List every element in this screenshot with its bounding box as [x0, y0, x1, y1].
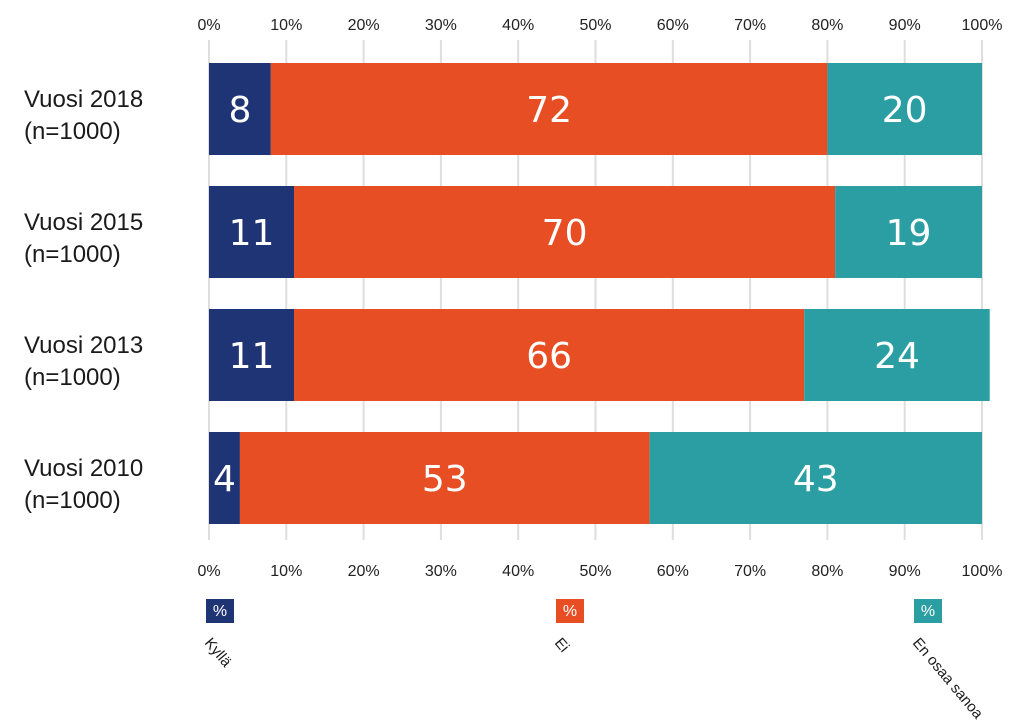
data-label: 20: [882, 90, 928, 131]
legend-swatch-symbol: %: [213, 603, 227, 620]
bar-segment: [270, 63, 828, 155]
bar-segment: [294, 309, 805, 401]
category-label: Vuosi 2013 (n=1000): [24, 332, 143, 391]
x-tick-label-bottom: 40%: [502, 563, 534, 580]
bar-segment: [827, 63, 982, 155]
legend-item: % Kyllä: [201, 599, 235, 671]
bar-segment: [209, 432, 240, 524]
category-label: Vuosi 2010 (n=1000): [24, 455, 143, 514]
legend-label: En osaa sanoa: [909, 635, 987, 723]
legend-item: % En osaa sanoa: [909, 599, 987, 723]
category-label: Vuosi 2015 (n=1000): [24, 209, 143, 268]
legend-item: % Ei: [551, 599, 584, 656]
legend-swatch-symbol: %: [563, 603, 577, 620]
x-axis-top-ticks: 0% 10% 20% 30% 40% 50% 60% 70% 80% 90% 100%: [197, 17, 1002, 34]
legend-swatch: [556, 599, 584, 623]
x-tick-label-top: 50%: [579, 17, 611, 34]
x-tick-label-bottom: 90%: [889, 563, 921, 580]
bar-segment: [835, 186, 982, 278]
data-label: 8: [228, 90, 251, 131]
bar-segment: [209, 186, 295, 278]
x-tick-label-top: 10%: [270, 17, 302, 34]
data-label: 11: [229, 213, 275, 254]
x-tick-label-top: 70%: [734, 17, 766, 34]
bar-row: 11 70 19: [209, 186, 982, 278]
x-tick-label-top: 60%: [657, 17, 689, 34]
x-tick-label-bottom: 10%: [270, 563, 302, 580]
bars: 8 72 20 11 70 19 11 66 24 4 53 43: [209, 63, 990, 524]
x-tick-label-top: 90%: [889, 17, 921, 34]
legend-swatch: [206, 599, 234, 623]
data-label: 24: [874, 336, 920, 377]
category-labels: Vuosi 2018 (n=1000) Vuosi 2015 (n=1000) Vuos…: [24, 86, 143, 514]
x-tick-label-top: 100%: [962, 17, 1003, 34]
x-tick-label-bottom: 80%: [811, 563, 843, 580]
x-tick-label-top: 20%: [348, 17, 380, 34]
bar-segment: [294, 186, 836, 278]
bar-row: 8 72 20: [209, 63, 982, 155]
legend-label: Kyllä: [201, 635, 235, 671]
data-label: 4: [213, 459, 236, 500]
x-tick-label-top: 80%: [811, 17, 843, 34]
data-label: 72: [526, 90, 572, 131]
x-tick-label-top: 40%: [502, 17, 534, 34]
bar-segment: [209, 309, 295, 401]
legend-label: Ei: [551, 635, 573, 656]
bar-segment: [239, 432, 650, 524]
bar-row: 4 53 43: [209, 432, 982, 524]
x-tick-label-bottom: 70%: [734, 563, 766, 580]
x-axis-bottom-ticks: 0% 10% 20% 30% 40% 50% 60% 70% 80% 90% 100%: [197, 563, 1002, 580]
data-label: 43: [793, 459, 839, 500]
x-tick-label-top: 0%: [197, 17, 220, 34]
x-tick-label-bottom: 30%: [425, 563, 457, 580]
data-label: 53: [422, 459, 468, 500]
category-label: Vuosi 2018 (n=1000): [24, 86, 143, 145]
data-label: 70: [542, 213, 588, 254]
bar-segment: [804, 309, 990, 401]
x-tick-label-bottom: 0%: [197, 563, 220, 580]
legend-swatch-symbol: %: [921, 603, 935, 620]
data-label: 19: [886, 213, 932, 254]
bar-segment: [209, 63, 271, 155]
x-tick-label-top: 30%: [425, 17, 457, 34]
x-tick-label-bottom: 50%: [579, 563, 611, 580]
bar-row: 11 66 24: [209, 309, 990, 401]
bar-segment: [649, 432, 982, 524]
x-tick-label-bottom: 100%: [962, 563, 1003, 580]
x-tick-label-bottom: 60%: [657, 563, 689, 580]
legend-swatch: [914, 599, 942, 623]
data-label: 66: [526, 336, 572, 377]
x-tick-label-bottom: 20%: [348, 563, 380, 580]
legend: % Kyllä% Ei% En osaa sanoa: [201, 599, 987, 723]
data-label: 11: [229, 336, 275, 377]
